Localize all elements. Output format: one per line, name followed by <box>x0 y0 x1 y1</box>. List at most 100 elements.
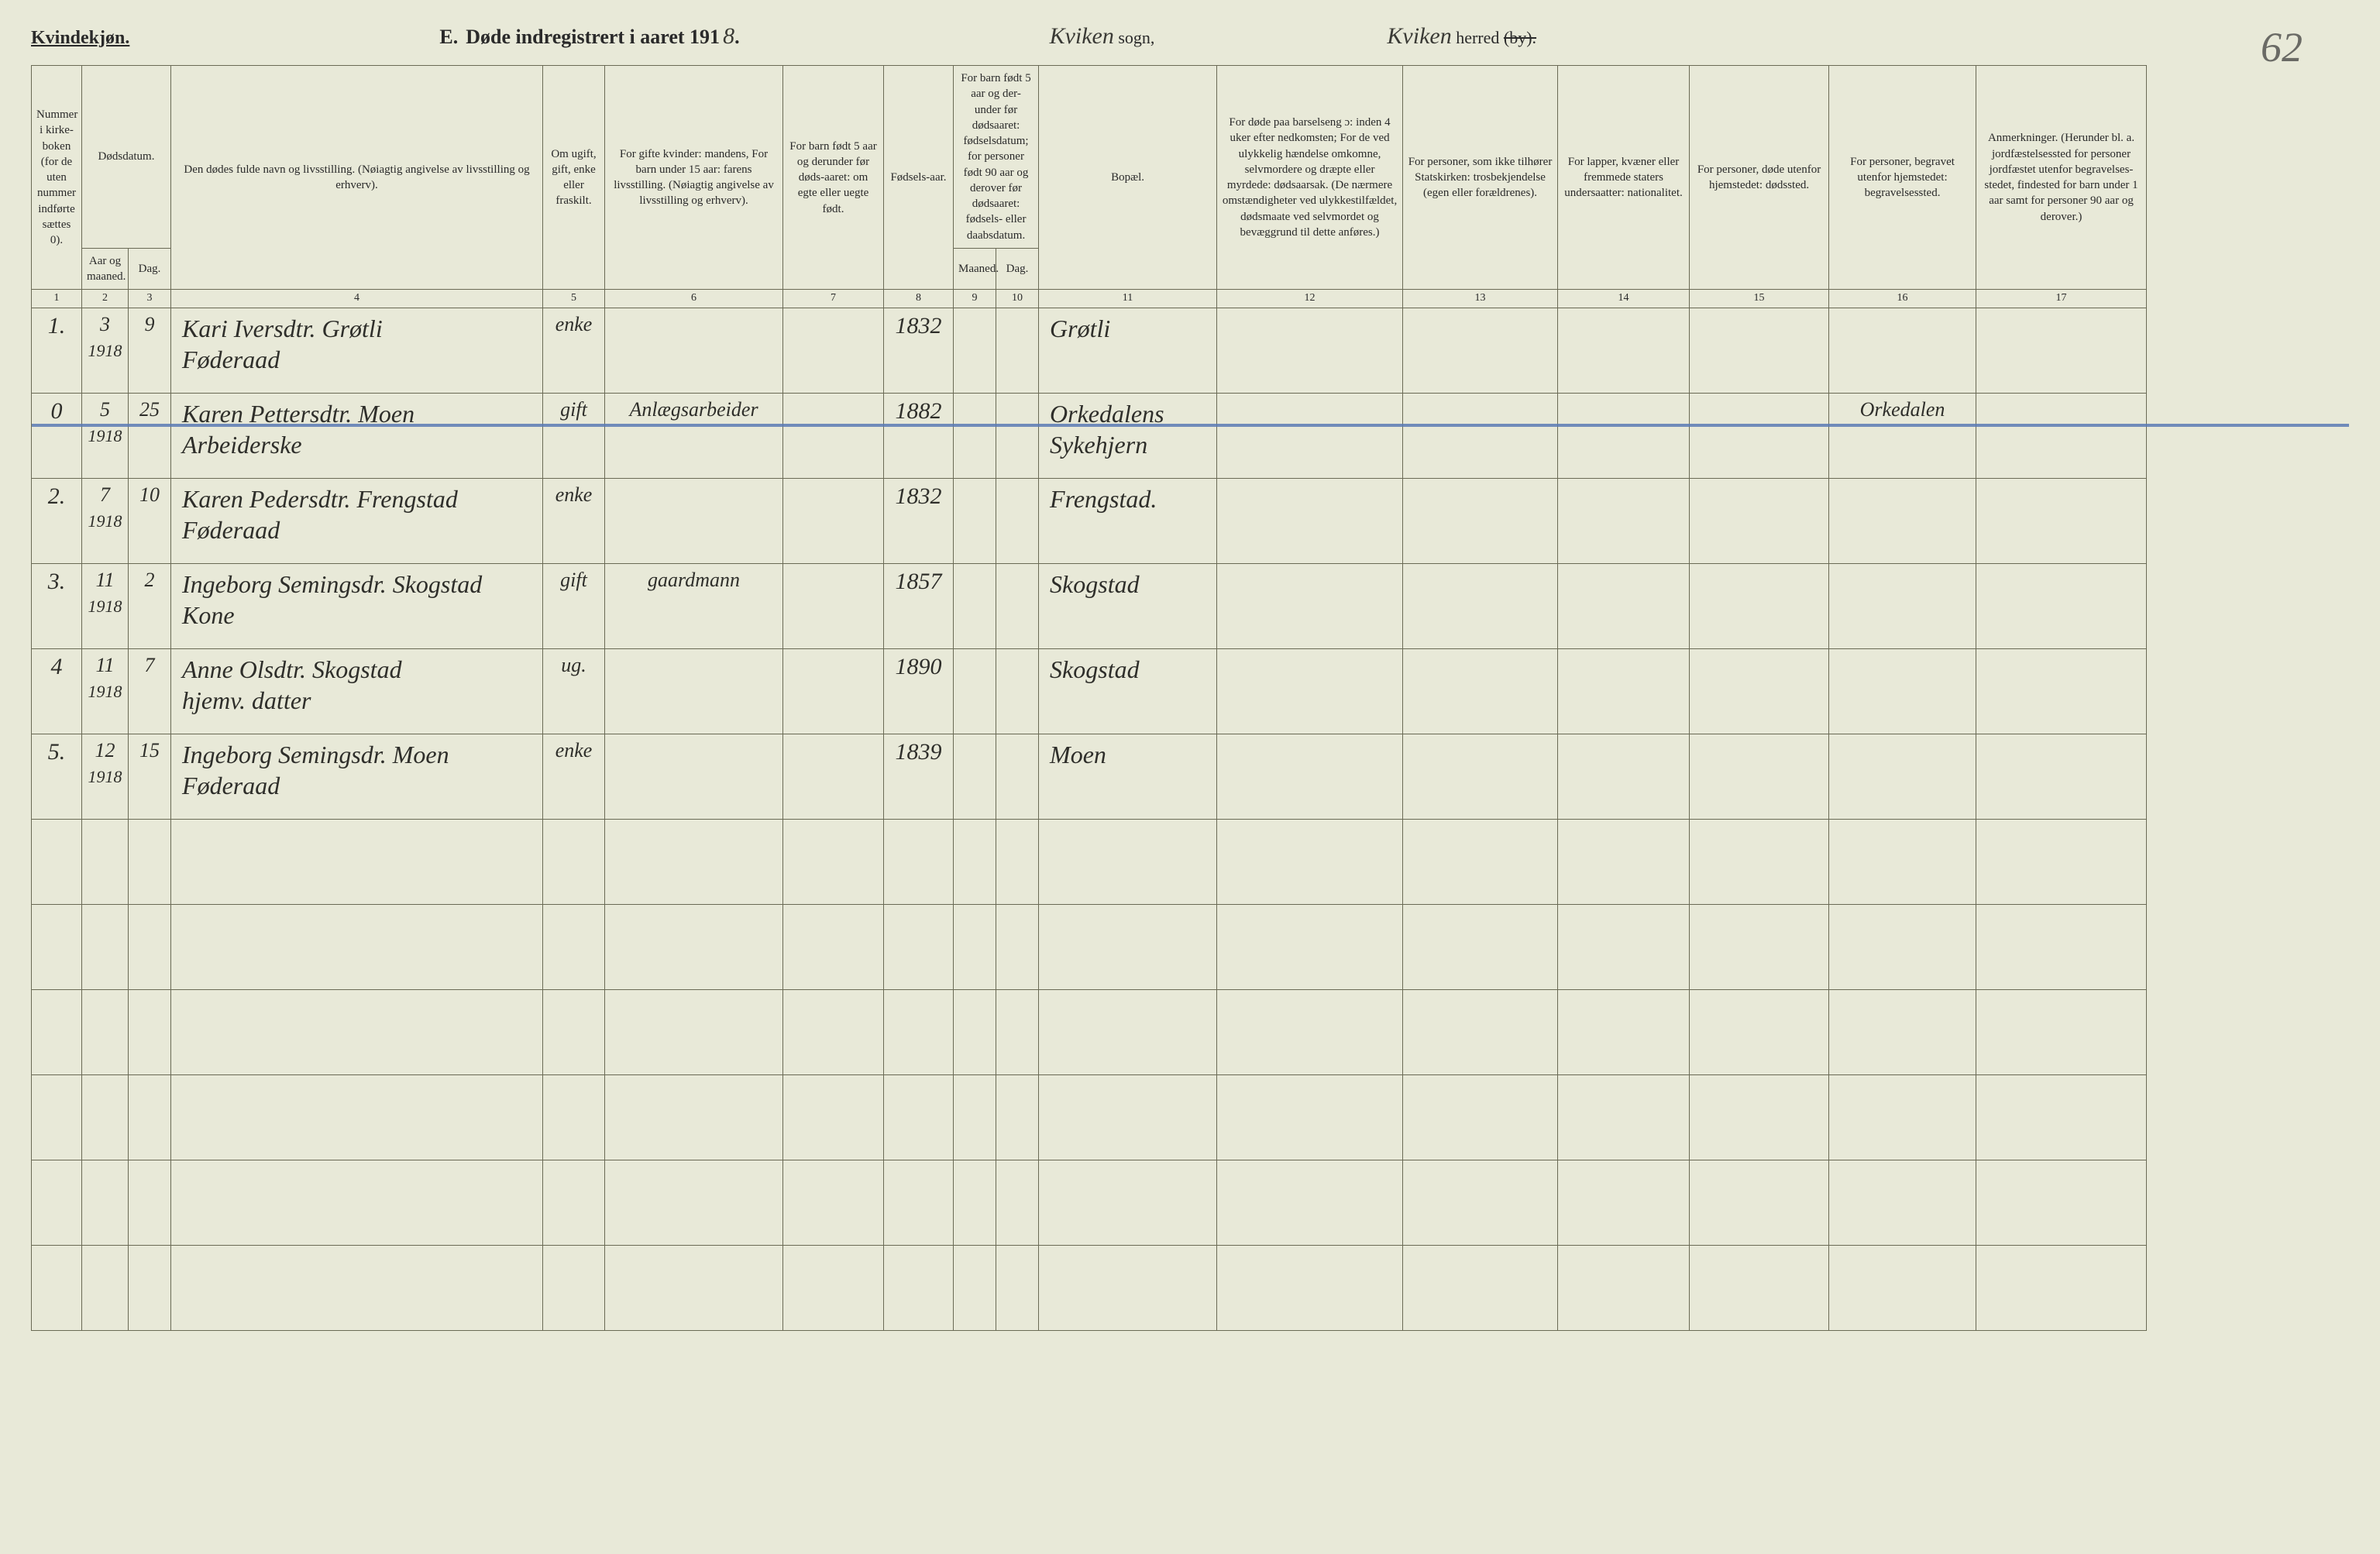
table-row <box>32 905 2349 990</box>
cell-aar: 31918 <box>82 308 129 394</box>
table-row: 1.319189Kari Iversdtr. GrøtliFøderaadenk… <box>32 308 2349 394</box>
cell-num: 0 <box>32 394 82 479</box>
table-row: 41119187Anne Olsdtr. Skogstadhjemv. datt… <box>32 649 2349 734</box>
empty-cell <box>1690 1075 1829 1160</box>
empty-cell <box>82 820 129 905</box>
cell-c17 <box>1976 308 2147 394</box>
colnum: 14 <box>1558 290 1690 308</box>
empty-cell <box>783 990 884 1075</box>
ledger-page: 6 2 Kvindekjøn. E. Døde indregistrert i a… <box>31 23 2349 1331</box>
empty-cell <box>884 905 954 990</box>
cell-d10 <box>996 734 1039 820</box>
cell-name: Karen Pettersdtr. MoenArbeiderske <box>171 394 543 479</box>
empty-cell <box>1829 990 1976 1075</box>
empty-cell <box>954 1075 996 1160</box>
title-suffix: . <box>734 26 740 49</box>
cell-dag: 25 <box>129 394 171 479</box>
cell-col6 <box>605 649 783 734</box>
empty-cell <box>884 1160 954 1246</box>
page-header: Kvindekjøn. E. Døde indregistrert i aare… <box>31 23 2349 50</box>
cell-bopael: Grøtli <box>1039 308 1217 394</box>
empty-cell <box>1829 1246 1976 1331</box>
cell-c15 <box>1690 479 1829 564</box>
cell-dag: 2 <box>129 564 171 649</box>
empty-cell <box>1976 820 2147 905</box>
cell-dag: 7 <box>129 649 171 734</box>
col-head-16: For personer, begravet utenfor hjemstede… <box>1829 66 1976 290</box>
empty-cell <box>171 990 543 1075</box>
ledger-table: Nummer i kirke-boken (for de uten nummer… <box>31 65 2349 1331</box>
empty-cell <box>1403 905 1558 990</box>
empty-cell <box>1217 990 1403 1075</box>
cell-col6: Anlægsarbeider <box>605 394 783 479</box>
colnum: 11 <box>1039 290 1217 308</box>
cell-col7 <box>783 734 884 820</box>
table-row <box>32 820 2349 905</box>
cell-col6 <box>605 734 783 820</box>
colnum: 9 <box>954 290 996 308</box>
table-head: Nummer i kirke-boken (for de uten nummer… <box>32 66 2349 308</box>
colnum: 3 <box>129 290 171 308</box>
empty-cell <box>783 905 884 990</box>
cell-d10 <box>996 308 1039 394</box>
cell-num: 4 <box>32 649 82 734</box>
col-head-1: Nummer i kirke-boken (for de uten nummer… <box>32 66 82 290</box>
empty-cell <box>1403 990 1558 1075</box>
empty-cell <box>1403 820 1558 905</box>
cell-col7 <box>783 394 884 479</box>
empty-cell <box>1829 1160 1976 1246</box>
empty-cell <box>171 905 543 990</box>
col-head-9-group: For barn født 5 aar og der-under før død… <box>954 66 1039 249</box>
empty-cell <box>129 1160 171 1246</box>
empty-cell <box>1690 1246 1829 1331</box>
colnum: 6 <box>605 290 783 308</box>
cell-aar: 51918 <box>82 394 129 479</box>
col-head-13: For personer, som ikke tilhører Statskir… <box>1403 66 1558 290</box>
cell-m9 <box>954 479 996 564</box>
cell-d10 <box>996 394 1039 479</box>
table-row: 2.7191810Karen Pedersdtr. FrengstadFøder… <box>32 479 2349 564</box>
table-row <box>32 990 2349 1075</box>
cell-faar: 1857 <box>884 564 954 649</box>
cell-d10 <box>996 649 1039 734</box>
empty-cell <box>32 990 82 1075</box>
empty-cell <box>1039 1246 1217 1331</box>
empty-cell <box>996 1246 1039 1331</box>
empty-cell <box>605 1075 783 1160</box>
empty-cell <box>1690 990 1829 1075</box>
cell-civil: enke <box>543 308 605 394</box>
empty-cell <box>884 820 954 905</box>
empty-cell <box>1829 905 1976 990</box>
colnum: 8 <box>884 290 954 308</box>
empty-cell <box>1558 1075 1690 1160</box>
herred-hand: Kviken <box>1387 23 1451 49</box>
cell-faar: 1890 <box>884 649 954 734</box>
colnum: 7 <box>783 290 884 308</box>
cell-c12 <box>1217 564 1403 649</box>
empty-cell <box>32 1246 82 1331</box>
cell-c16 <box>1829 649 1976 734</box>
cell-name: Anne Olsdtr. Skogstadhjemv. datter <box>171 649 543 734</box>
cell-bopael: OrkedalensSykehjern <box>1039 394 1217 479</box>
empty-cell <box>1558 820 1690 905</box>
cell-c13 <box>1403 564 1558 649</box>
empty-cell <box>1690 1160 1829 1246</box>
empty-cell <box>1829 820 1976 905</box>
empty-cell <box>954 905 996 990</box>
herred-by-strike: (by). <box>1504 28 1536 47</box>
cell-col6 <box>605 479 783 564</box>
empty-cell <box>996 905 1039 990</box>
empty-cell <box>1558 1160 1690 1246</box>
empty-cell <box>996 1160 1039 1246</box>
cell-civil: gift <box>543 394 605 479</box>
cell-bopael: Skogstad <box>1039 564 1217 649</box>
table-row: 3.1119182Ingeborg Semingsdr. SkogstadKon… <box>32 564 2349 649</box>
empty-cell <box>171 1160 543 1246</box>
herred-label: herred <box>1456 28 1499 47</box>
empty-cell <box>1217 905 1403 990</box>
table-row <box>32 1160 2349 1246</box>
empty-cell <box>82 990 129 1075</box>
cell-num: 1. <box>32 308 82 394</box>
cell-c14 <box>1558 734 1690 820</box>
cell-c13 <box>1403 734 1558 820</box>
